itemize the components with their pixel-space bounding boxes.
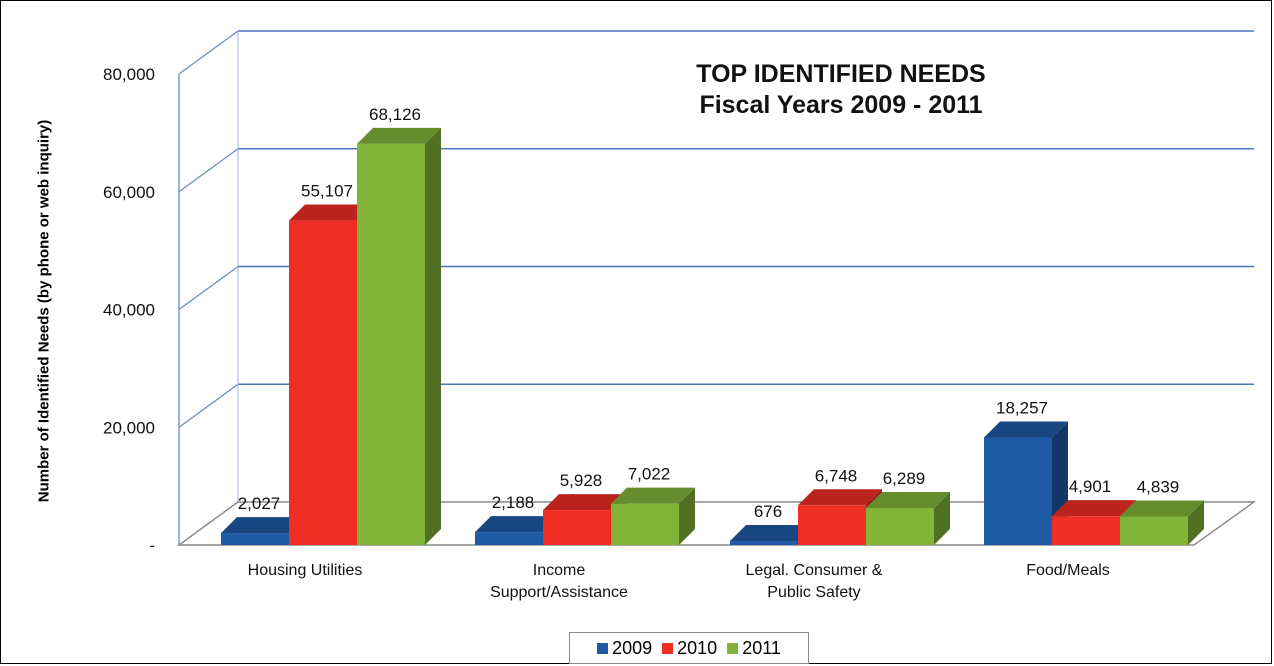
bar-top <box>611 487 695 504</box>
bar-top <box>1052 500 1136 517</box>
data-label: 55,107 <box>301 182 353 201</box>
bar-top <box>866 491 950 508</box>
bar-top <box>475 516 559 533</box>
gridline-depth <box>178 265 239 311</box>
data-label: 676 <box>754 502 782 521</box>
bar: 7,022 <box>611 465 695 545</box>
data-label: 6,748 <box>815 466 858 485</box>
bar-front <box>730 541 798 545</box>
legend-swatch-2010 <box>662 642 674 654</box>
bar-front <box>543 510 611 545</box>
y-tick-label: - <box>149 536 155 555</box>
bar: 2,188 <box>475 493 559 545</box>
chart-legend: 2009 2010 2011 <box>569 632 809 664</box>
bar-front <box>798 505 866 545</box>
bar: 6,289 <box>866 469 950 545</box>
gridline-depth <box>178 383 239 428</box>
bar-top <box>543 494 627 511</box>
legend-swatch-2009 <box>597 642 609 654</box>
bar-top <box>221 517 305 534</box>
chart-title-line-1: TOP IDENTIFIED NEEDS <box>696 60 986 88</box>
data-label: 18,257 <box>996 399 1048 418</box>
bar-front <box>1120 516 1188 545</box>
bar-top <box>984 421 1068 438</box>
data-label: 4,839 <box>1137 478 1180 497</box>
legend-item-2010: 2010 <box>662 638 717 659</box>
bar-front <box>866 507 934 545</box>
x-tick-label: Public Safety <box>767 584 860 601</box>
data-label: 2,188 <box>492 493 535 512</box>
legend-item-2011: 2011 <box>727 638 781 659</box>
y-tick-label: 80,000 <box>103 65 155 84</box>
chart-title: TOP IDENTIFIED NEEDS Fiscal Years 2009 -… <box>561 59 1121 121</box>
y-axis-title-text: Number of Identified Needs (by phone or … <box>35 119 53 503</box>
bar-front <box>221 533 289 545</box>
bar-side <box>679 487 695 545</box>
bar-front <box>984 437 1052 545</box>
bar-top <box>730 525 814 542</box>
bar-side <box>1188 500 1204 545</box>
y-tick-label: 20,000 <box>103 418 155 437</box>
gridline-depth <box>178 30 239 75</box>
bar-top <box>289 204 373 221</box>
y-tick-label: 40,000 <box>103 301 155 320</box>
bar-front <box>1052 516 1120 545</box>
bar: 18,257 <box>984 399 1068 545</box>
data-label: 7,022 <box>628 465 671 484</box>
legend-item-2009: 2009 <box>597 638 652 659</box>
data-label: 2,027 <box>238 494 281 513</box>
bar-front <box>475 532 543 545</box>
chart-title-line-2: Fiscal Years 2009 - 2011 <box>699 91 983 119</box>
data-label: 6,289 <box>883 469 926 488</box>
bars: 2,027 55,107 68,126 2,188 5,928 7,022 676 6,748… <box>221 105 1204 545</box>
legend-label-2011: 2011 <box>742 637 781 658</box>
legend-label-2009: 2009 <box>612 637 653 658</box>
data-label: 68,126 <box>369 105 421 124</box>
legend-label-2010: 2010 <box>677 637 718 658</box>
bar-front <box>611 503 679 545</box>
legend-swatch-2011 <box>727 642 739 654</box>
gridline-depth <box>178 148 239 193</box>
data-label: 5,928 <box>560 471 603 490</box>
bar-top <box>1120 500 1204 517</box>
bar-top <box>798 489 882 506</box>
bar-side <box>425 127 441 545</box>
bar-side <box>934 491 950 545</box>
x-tick-label: Housing Utilities <box>248 562 363 579</box>
x-tick-label: Support/Assistance <box>490 584 628 601</box>
y-tick-label: 60,000 <box>103 183 155 202</box>
x-tick-label: Legal. Consumer & <box>746 562 883 579</box>
bar-top <box>357 127 441 144</box>
x-tick-label: Income <box>533 562 586 579</box>
bar-front <box>357 143 425 545</box>
bar-front <box>289 220 357 545</box>
bar: 4,839 <box>1120 478 1204 545</box>
x-tick-label: Food/Meals <box>1026 562 1110 579</box>
data-label: 4,901 <box>1069 477 1112 496</box>
bar: 68,126 <box>357 105 441 545</box>
